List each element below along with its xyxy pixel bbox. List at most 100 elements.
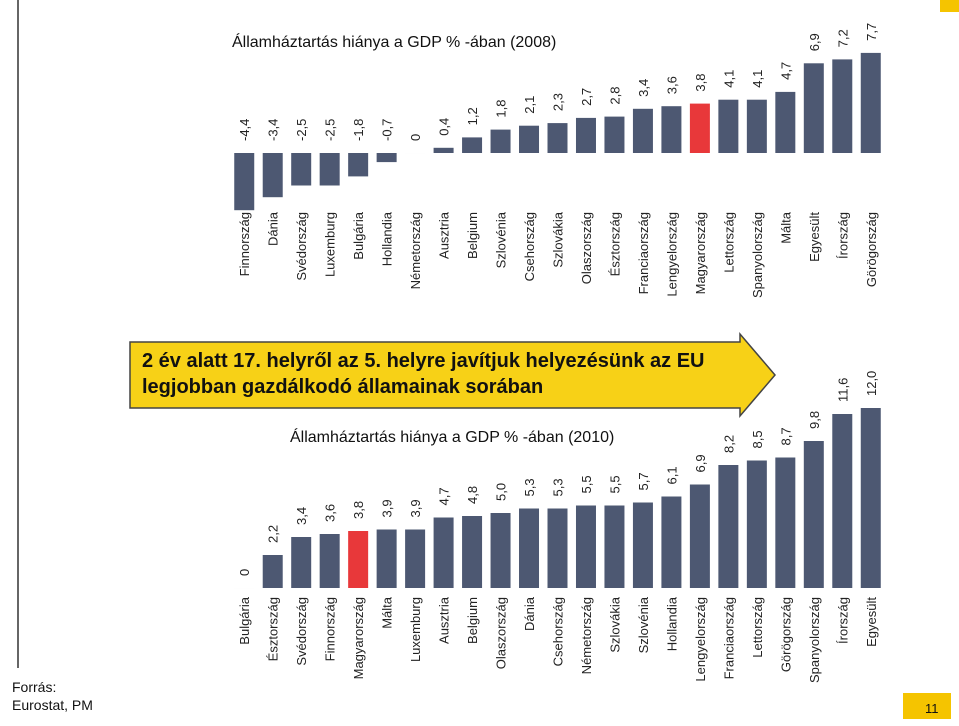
category-label: Finnország: [237, 212, 252, 276]
bar: [263, 153, 283, 197]
category-label: Írország: [835, 597, 850, 644]
value-label: 5,3: [551, 478, 566, 496]
bar: [548, 123, 568, 153]
value-label: 5,7: [636, 472, 651, 490]
value-label: 4,1: [750, 70, 765, 88]
category-label: Észtország: [607, 212, 622, 276]
callout-arrow: [130, 334, 775, 416]
value-label: 0: [237, 569, 252, 576]
bar: [690, 104, 710, 153]
value-label: 4,1: [721, 70, 736, 88]
category-label: Franciaország: [636, 212, 651, 294]
value-label: -2,5: [294, 119, 309, 141]
category-label: Görögország: [864, 212, 879, 287]
bar: [348, 531, 368, 588]
value-label: 1,8: [494, 100, 509, 118]
value-label: 0: [408, 134, 423, 141]
value-label: 5,3: [522, 478, 537, 496]
value-label: 4,7: [437, 487, 452, 505]
category-label: Bulgária: [237, 596, 252, 644]
category-label: Szlovénia: [636, 596, 651, 653]
page-number: 11: [925, 701, 939, 716]
category-label: Bulgária: [351, 211, 366, 259]
bar: [804, 441, 824, 588]
value-label: 7,2: [835, 29, 850, 47]
bar: [661, 106, 681, 153]
value-label: 2,1: [522, 96, 537, 114]
value-label: 5,5: [579, 475, 594, 493]
bar: [377, 153, 397, 162]
bar: [434, 148, 454, 153]
bar: [747, 100, 767, 153]
bar: [405, 530, 425, 589]
category-label: Luxemburg: [408, 597, 423, 662]
bar: [434, 518, 454, 589]
category-label: Málta: [380, 596, 395, 629]
bar: [377, 530, 397, 589]
bar: [633, 109, 653, 153]
value-label: 8,7: [778, 427, 793, 445]
chart-title: Államháztartás hiánya a GDP % -ában (201…: [290, 427, 614, 446]
value-label: -0,7: [380, 119, 395, 141]
category-label: Luxemburg: [323, 212, 338, 277]
category-label: Szlovénia: [494, 211, 509, 268]
category-label: Spanyolország: [807, 597, 822, 683]
category-label: Spanyolország: [750, 212, 765, 298]
bar: [576, 506, 596, 589]
category-label: Csehország: [522, 212, 537, 281]
value-label: 12,0: [864, 371, 879, 396]
bar: [775, 92, 795, 153]
bar: [491, 130, 511, 153]
bar: [832, 59, 852, 153]
bar: [718, 465, 738, 588]
category-label: Németország: [408, 212, 423, 289]
bar: [690, 485, 710, 589]
bar: [548, 509, 568, 589]
value-label: 0,4: [437, 118, 452, 136]
bar: [661, 497, 681, 589]
source: Eurostat, PM: [12, 697, 93, 713]
value-label: -4,4: [237, 119, 252, 141]
value-label: 5,5: [607, 475, 622, 493]
value-label: 3,9: [380, 499, 395, 517]
value-label: -2,5: [323, 119, 338, 141]
category-label: Belgium: [465, 597, 480, 644]
value-label: 7,7: [864, 23, 879, 41]
bar: [576, 118, 596, 153]
category-label: Hollandia: [380, 211, 395, 266]
bar: [718, 100, 738, 153]
value-label: 2,7: [579, 88, 594, 106]
category-label: Szlovákia: [551, 211, 566, 267]
bar: [775, 458, 795, 589]
value-label: 3,4: [294, 507, 309, 525]
value-label: 3,6: [323, 504, 338, 522]
bar: [234, 153, 254, 210]
bar: [263, 555, 283, 588]
bar: [491, 513, 511, 588]
bar: [633, 503, 653, 589]
category-label: Egyesült: [807, 212, 822, 262]
category-label: Olaszország: [579, 212, 594, 284]
category-label: Svédország: [294, 212, 309, 281]
value-label: 8,5: [750, 430, 765, 448]
bar: [291, 153, 311, 186]
bar: [462, 137, 482, 153]
bar: [604, 506, 624, 589]
value-label: 2,3: [551, 93, 566, 111]
bar: [519, 126, 539, 153]
value-label: 2,8: [607, 87, 622, 105]
value-label: 5,0: [494, 483, 509, 501]
category-label: Lettország: [721, 212, 736, 273]
bar: [462, 516, 482, 588]
bar: [348, 153, 368, 176]
value-label: -3,4: [266, 119, 281, 141]
category-label: Dánia: [266, 211, 281, 246]
category-label: Franciaország: [721, 597, 736, 679]
value-label: 11,6: [835, 378, 850, 402]
bar: [320, 534, 340, 588]
value-label: 1,2: [465, 107, 480, 125]
category-label: Észtország: [266, 597, 281, 661]
category-label: Málta: [778, 211, 793, 244]
category-label: Ausztria: [437, 211, 452, 259]
